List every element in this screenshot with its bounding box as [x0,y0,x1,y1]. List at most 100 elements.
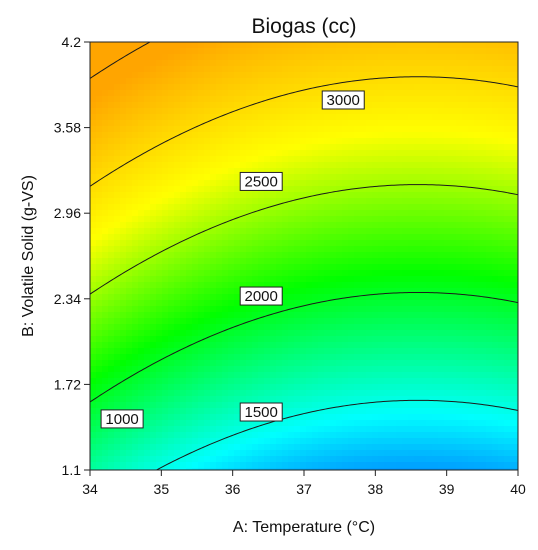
surface-cell [264,348,271,355]
surface-cell [192,72,199,79]
surface-cell [462,396,469,403]
surface-cell [114,450,121,457]
surface-cell [126,66,133,73]
surface-cell [474,72,481,79]
surface-cell [390,96,397,103]
surface-cell [108,60,115,67]
surface-cell [144,168,151,175]
surface-cell [414,204,421,211]
surface-cell [270,168,277,175]
surface-cell [192,432,199,439]
surface-cell [114,174,121,181]
surface-cell [354,408,361,415]
surface-cell [516,342,518,349]
surface-cell [306,174,313,181]
surface-cell [330,246,337,253]
surface-cell [264,390,271,397]
surface-cell [366,414,373,421]
surface-cell [144,132,151,139]
surface-cell [240,54,247,61]
surface-cell [384,156,391,163]
surface-cell [474,180,481,187]
surface-cell [396,210,403,217]
surface-cell [222,192,229,199]
surface-cell [324,234,331,241]
surface-cell [438,276,445,283]
surface-cell [450,222,457,229]
surface-cell [168,78,175,85]
surface-cell [276,390,283,397]
surface-cell [138,360,145,367]
surface-cell [216,450,223,457]
surface-cell [468,402,475,409]
surface-cell [300,282,307,289]
surface-cell [432,150,439,157]
surface-cell [162,402,169,409]
surface-cell [378,342,385,349]
surface-cell [474,438,481,445]
surface-cell [180,396,187,403]
surface-cell [498,396,505,403]
surface-cell [282,198,289,205]
surface-cell [420,84,427,91]
surface-cell [120,294,127,301]
surface-cell [246,450,253,457]
surface-cell [108,354,115,361]
surface-cell [372,114,379,121]
surface-cell [504,378,511,385]
surface-cell [126,438,133,445]
surface-cell [360,288,367,295]
surface-cell [282,138,289,145]
surface-cell [174,354,181,361]
surface-cell [318,324,325,331]
surface-cell [378,402,385,409]
surface-cell [396,402,403,409]
surface-cell [390,90,397,97]
surface-cell [432,246,439,253]
surface-cell [414,240,421,247]
surface-cell [324,162,331,169]
surface-cell [336,450,343,457]
surface-cell [420,354,427,361]
surface-cell [306,408,313,415]
surface-cell [348,336,355,343]
surface-cell [348,258,355,265]
surface-cell [402,150,409,157]
surface-cell [456,78,463,85]
surface-cell [330,72,337,79]
surface-cell [480,390,487,397]
surface-cell [288,282,295,289]
surface-cell [330,126,337,133]
surface-cell [384,348,391,355]
surface-cell [504,420,511,427]
surface-cell [468,450,475,457]
surface-cell [264,366,271,373]
surface-cell [408,366,415,373]
surface-cell [120,234,127,241]
surface-cell [492,450,499,457]
surface-cell [354,348,361,355]
surface-cell [450,354,457,361]
surface-cell [168,282,175,289]
surface-cell [108,84,115,91]
surface-cell [114,150,121,157]
surface-cell [138,258,145,265]
surface-cell [192,444,199,451]
surface-cell [288,174,295,181]
surface-cell [102,168,109,175]
surface-cell [420,318,427,325]
surface-cell [144,420,151,427]
surface-cell [120,90,127,97]
surface-cell [390,372,397,379]
surface-cell [144,108,151,115]
surface-cell [156,42,163,49]
surface-cell [108,192,115,199]
surface-cell [294,420,301,427]
surface-cell [396,282,403,289]
surface-cell [222,216,229,223]
surface-cell [276,324,283,331]
surface-cell [150,396,157,403]
surface-cell [336,54,343,61]
surface-cell [516,264,518,271]
surface-cell [192,348,199,355]
